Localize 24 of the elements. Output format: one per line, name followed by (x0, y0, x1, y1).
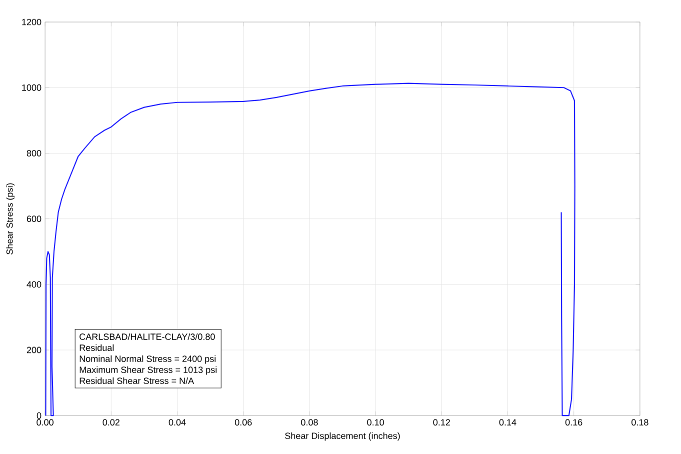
y-tick-label: 0 (36, 412, 42, 419)
annotation: Maximum Shear Stress = 1013 psi (80, 366, 217, 375)
annotation: Residual (80, 344, 114, 352)
y-tick-label: 600 (26, 216, 42, 222)
x-axis-title: Shear Displacement (inches) (285, 432, 400, 441)
x-tick-label: 0.06 (234, 419, 252, 426)
annotation: Nominal Normal Stress = 2400 psi (80, 356, 216, 364)
x-tick-label: 0.14 (499, 419, 516, 426)
y-tick-label: 200 (26, 346, 42, 354)
x-tick-label: 0.12 (433, 419, 450, 426)
x-tick-label: 0.10 (367, 419, 384, 426)
y-tick-label: 800 (26, 150, 42, 157)
x-tick-label: 0.08 (301, 419, 318, 426)
y-tick-label: 1000 (22, 84, 42, 91)
x-tick-label: 0.18 (632, 419, 648, 426)
x-tick-label: 0.00 (36, 419, 54, 426)
y-tick-label: 400 (26, 281, 42, 288)
annotation: CARLSBAD/HALITE-CLAY/3/0.80 (80, 333, 215, 340)
annotation: Residual Shear Stress = N/A (80, 378, 194, 384)
y-axis-title: Shear Stress (psi) (6, 183, 15, 255)
x-tick-label: 0.16 (565, 419, 582, 426)
x-tick-label: 0.02 (102, 419, 120, 426)
x-tick-label: 0.04 (168, 419, 186, 426)
y-tick-label: 1200 (22, 19, 42, 26)
